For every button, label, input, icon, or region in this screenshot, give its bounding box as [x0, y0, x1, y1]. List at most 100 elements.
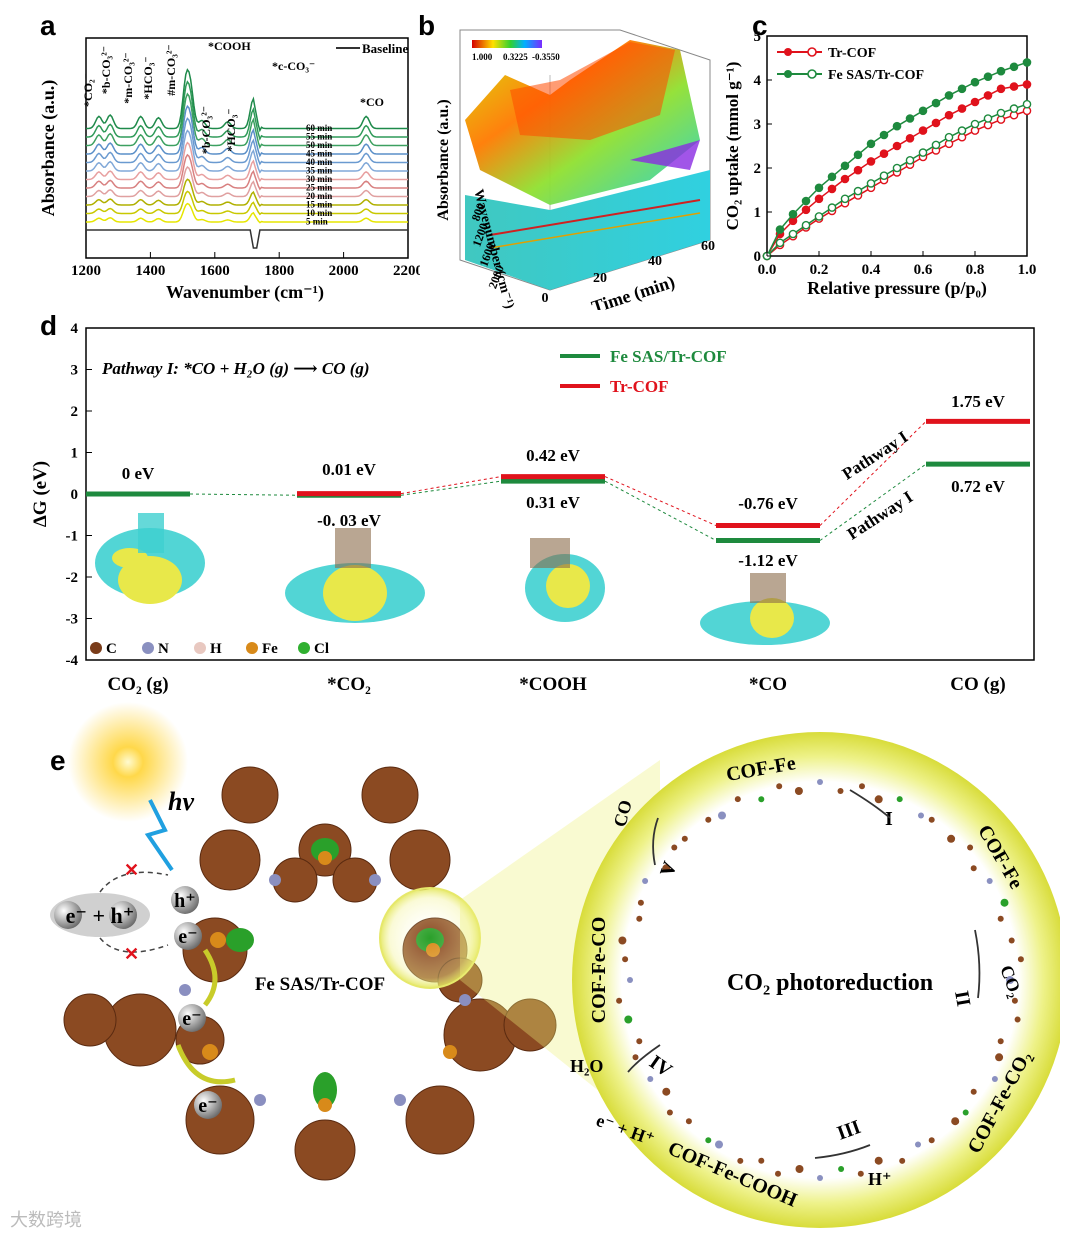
- structure-label: Fe SAS/Tr-COF: [255, 974, 385, 995]
- time-label: 20 min: [306, 191, 332, 201]
- isotherm-chart: 0.0 0.2 0.4 0.6 0.8 1.0 0 1 2 3 4 5 Tr-COF Fe SAS/T…: [723, 29, 1036, 299]
- atom: [859, 783, 865, 790]
- legend-fe-sas: Fe SAS/Tr-COF: [828, 68, 924, 83]
- atom: [947, 834, 956, 843]
- connector: [819, 463, 927, 541]
- time-label: 30 min: [306, 174, 332, 184]
- atom: [666, 1109, 673, 1116]
- y-tick: 0: [754, 249, 762, 265]
- spectrum-30-min: [86, 141, 408, 183]
- colorbar: [472, 40, 542, 48]
- atom: [915, 1141, 921, 1148]
- x-tick: 1800: [264, 263, 294, 279]
- x-tick: 0.8: [966, 262, 985, 278]
- atom-legend: C N H Fe Cl: [90, 641, 329, 657]
- cycle-molecules: [616, 779, 1024, 1181]
- data-point: [1022, 99, 1032, 109]
- time-label: 5 min: [306, 217, 328, 227]
- charge-density-co2: [285, 528, 425, 623]
- atom-dot: [90, 642, 102, 654]
- category-label: *CO₂: [327, 674, 371, 695]
- cycle-title: CO₂ photoreduction: [727, 970, 933, 996]
- pathway-equation: Pathway I: *CO + H₂O (g) ⟶ CO (g): [101, 359, 370, 378]
- data-point: [983, 91, 993, 100]
- atom: [817, 779, 823, 785]
- data-point: [879, 171, 889, 180]
- atom-label: N: [158, 641, 169, 657]
- atom: [997, 1038, 1004, 1045]
- x-tick: 1200: [71, 263, 101, 279]
- peak-label: *COOH: [208, 39, 251, 53]
- atom: [776, 783, 783, 790]
- atom: [857, 1170, 864, 1177]
- spectrum-35-min: [86, 129, 408, 174]
- y-tick: 5: [754, 29, 762, 45]
- data-point: [788, 209, 798, 219]
- time-label: 15 min: [306, 200, 332, 210]
- data-point: [1022, 58, 1032, 67]
- data-point: [853, 150, 863, 160]
- y-tick: 4: [754, 73, 762, 89]
- data-point: [983, 72, 993, 82]
- atom: [647, 1076, 654, 1082]
- y-axis-label: ΔG (eV): [30, 461, 51, 527]
- atom: [681, 835, 688, 842]
- electron-label: e⁻: [178, 926, 197, 948]
- peak-label: *b-CO₃²⁻: [99, 46, 113, 94]
- label-cooh-tr: 0.42 eV: [526, 446, 581, 465]
- atom-dot: [194, 642, 206, 654]
- species-cof-fe-co: COF-Fe-CO: [588, 917, 610, 1024]
- data-point: [918, 126, 928, 135]
- label-co2g: 0 eV: [122, 464, 155, 483]
- data-point: [931, 98, 941, 108]
- peak-label: *HCO₃⁻: [141, 56, 155, 99]
- atom: [899, 1157, 906, 1164]
- atom: [662, 864, 671, 873]
- label-co2-fe: -0. 03 eV: [317, 511, 381, 530]
- data-point: [931, 140, 941, 150]
- peak-label: *CO₂⁻: [81, 73, 95, 107]
- colorbar-max: 1.000: [472, 52, 493, 62]
- atom: [758, 1157, 765, 1164]
- time-label: 45 min: [306, 149, 332, 159]
- atom-dot: [298, 642, 310, 654]
- peak-label: *c-CO₃⁻: [272, 59, 315, 73]
- atom: [705, 816, 712, 823]
- spectrum-10-min: [86, 190, 408, 216]
- panel-label-d: d: [40, 310, 58, 341]
- label-cog-tr: 1.75 eV: [951, 392, 1006, 411]
- contour-projection: [465, 170, 710, 290]
- atom: [1014, 1016, 1021, 1023]
- time-label: 10 min: [306, 208, 332, 218]
- atom: [627, 977, 633, 983]
- y-tick: 3: [754, 117, 762, 133]
- data-point: [866, 179, 876, 188]
- lightning-icon: [144, 799, 174, 872]
- atom: [775, 1170, 781, 1177]
- data-point: [931, 118, 941, 128]
- y-tick: -4: [66, 653, 79, 669]
- atom: [758, 796, 765, 803]
- peak-label: *HCO₃⁻: [224, 108, 238, 151]
- atom: [986, 878, 993, 884]
- data-point: [775, 238, 785, 248]
- reagent-h-plus: H⁺: [868, 1169, 892, 1189]
- data-point: [814, 183, 824, 193]
- spectrum-45-min: [86, 104, 408, 158]
- hole-label: h⁺: [174, 890, 196, 912]
- y-axis-label: CO₂ uptake (mmol g⁻¹): [723, 62, 742, 231]
- time-label: 50 min: [306, 140, 332, 150]
- data-point: [905, 114, 915, 123]
- atom: [671, 844, 678, 851]
- baseline-legend: Baseline: [362, 41, 408, 56]
- atom: [991, 1076, 998, 1082]
- atom: [622, 956, 629, 963]
- mechanism-scheme: hν Fe SAS/Tr-COF e⁻ + h⁺ ✕ ✕ h⁺ e⁻: [50, 702, 1060, 1228]
- x-tick: 0.6: [914, 262, 933, 278]
- data-point: [983, 114, 993, 123]
- drifts-chart: Baseline *CO₂⁻ *b-CO₃²⁻ *m-CO₃²⁻ *HCO₃⁻ #m-C…: [40, 37, 420, 303]
- atom: [970, 865, 977, 872]
- time-label: 55 min: [306, 132, 332, 142]
- data-point: [1009, 104, 1019, 113]
- atom: [718, 811, 726, 820]
